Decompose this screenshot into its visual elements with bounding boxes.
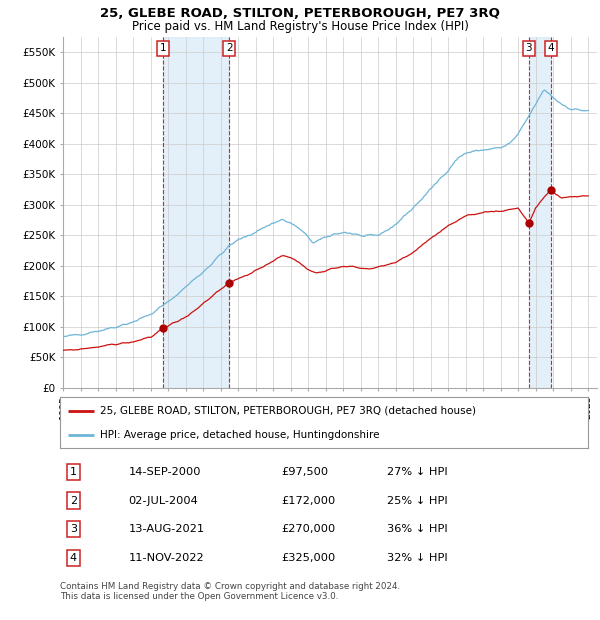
Text: £172,000: £172,000	[282, 495, 336, 505]
Text: Price paid vs. HM Land Registry's House Price Index (HPI): Price paid vs. HM Land Registry's House …	[131, 20, 469, 33]
Text: 25% ↓ HPI: 25% ↓ HPI	[388, 495, 448, 505]
Text: 32% ↓ HPI: 32% ↓ HPI	[388, 552, 448, 563]
Text: £270,000: £270,000	[282, 524, 336, 534]
Text: 1: 1	[70, 467, 77, 477]
Text: 1: 1	[160, 43, 166, 53]
Text: 36% ↓ HPI: 36% ↓ HPI	[388, 524, 448, 534]
Text: 3: 3	[526, 43, 532, 53]
Text: 2: 2	[70, 495, 77, 505]
Text: 13-AUG-2021: 13-AUG-2021	[128, 524, 205, 534]
Text: 4: 4	[70, 552, 77, 563]
Text: HPI: Average price, detached house, Huntingdonshire: HPI: Average price, detached house, Hunt…	[100, 430, 379, 440]
Text: 2: 2	[226, 43, 233, 53]
Bar	[529, 37, 551, 387]
Text: 27% ↓ HPI: 27% ↓ HPI	[388, 467, 448, 477]
Bar	[163, 37, 229, 387]
Text: 3: 3	[70, 524, 77, 534]
Text: 11-NOV-2022: 11-NOV-2022	[128, 552, 204, 563]
Text: 14-SEP-2000: 14-SEP-2000	[128, 467, 201, 477]
Text: £97,500: £97,500	[282, 467, 329, 477]
Text: 25, GLEBE ROAD, STILTON, PETERBOROUGH, PE7 3RQ (detached house): 25, GLEBE ROAD, STILTON, PETERBOROUGH, P…	[100, 405, 476, 415]
Text: 25, GLEBE ROAD, STILTON, PETERBOROUGH, PE7 3RQ: 25, GLEBE ROAD, STILTON, PETERBOROUGH, P…	[100, 7, 500, 20]
Text: 02-JUL-2004: 02-JUL-2004	[128, 495, 199, 505]
Text: Contains HM Land Registry data © Crown copyright and database right 2024.
This d: Contains HM Land Registry data © Crown c…	[60, 582, 400, 601]
Text: £325,000: £325,000	[282, 552, 336, 563]
Text: 4: 4	[547, 43, 554, 53]
